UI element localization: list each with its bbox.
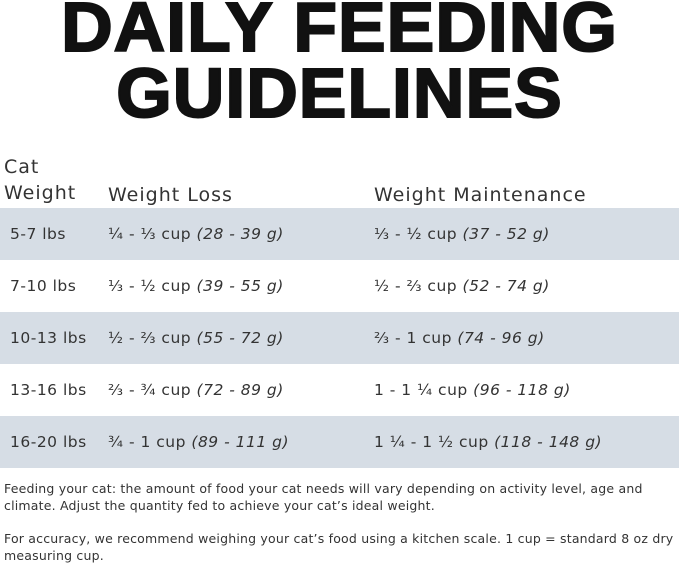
table: Cat Weight Weight Loss Weight Maintenance 5… — [0, 152, 679, 468]
cell: 1 ¼ - 1 ½ cup (118 - 148 g) — [374, 433, 679, 451]
gram-amount: (118 - 148 g) — [494, 433, 603, 451]
cup-amount: 1 ¼ - 1 ½ cup — [374, 433, 489, 451]
gram-amount: (37 - 52 g) — [462, 225, 550, 243]
cup-amount: ⅓ - ½ cup — [374, 225, 458, 243]
title: DAILY FEEDING GUIDELINES — [0, 0, 679, 132]
gram-amount: (96 - 118 g) — [473, 381, 571, 399]
cell: ⅓ - ½ cup (39 - 55 g) — [108, 277, 374, 295]
cup-amount: ⅓ - ½ cup — [108, 277, 192, 295]
cell: 10-13 lbs — [10, 329, 87, 347]
cup-amount: ½ - ⅔ cup — [108, 329, 192, 347]
cell: 7-10 lbs — [10, 277, 77, 295]
title-line: DAILY FEEDING — [60, 0, 618, 66]
gram-amount: (28 - 39 g) — [196, 225, 284, 243]
column-header: Weight Maintenance — [374, 184, 587, 206]
cup-amount: ¼ - ⅓ cup — [108, 225, 192, 243]
cell: 16-20 lbs — [10, 433, 87, 451]
cell: ½ - ⅔ cup (55 - 72 g) — [108, 329, 374, 347]
header-row: Cat Weight Weight Loss Weight Maintenance — [0, 152, 679, 208]
gram-amount: (72 - 89 g) — [196, 381, 284, 399]
table-row: 10-13 lbs ½ - ⅔ cup (55 - 72 g) ⅔ - 1 cup … — [0, 312, 679, 364]
gram-amount: (74 - 96 g) — [457, 329, 545, 347]
gram-amount: (89 - 111 g) — [191, 433, 290, 451]
cell: ⅔ - ¾ cup (72 - 89 g) — [108, 381, 374, 399]
cell: ⅔ - 1 cup (74 - 96 g) — [374, 329, 679, 347]
notes: Feeding your cat: the amount of food you… — [4, 480, 676, 580]
cell: ¾ - 1 cup (89 - 111 g) — [108, 433, 374, 451]
cup-amount: ⅔ - 1 cup — [374, 329, 452, 347]
gram-amount: (39 - 55 g) — [196, 277, 284, 295]
cell: 13-16 lbs — [10, 381, 87, 399]
table-row: 13-16 lbs ⅔ - ¾ cup (72 - 89 g) 1 - 1 ¼ cu… — [0, 364, 679, 416]
gram-amount: (55 - 72 g) — [196, 329, 284, 347]
cell: ¼ - ⅓ cup (28 - 39 g) — [108, 225, 374, 243]
table-row: 7-10 lbs ⅓ - ½ cup (39 - 55 g) ½ - ⅔ cup (… — [0, 260, 679, 312]
cell: 5-7 lbs — [10, 225, 66, 243]
column-header: Cat Weight — [4, 156, 77, 204]
table-row: 5-7 lbs ¼ - ⅓ cup (28 - 39 g) ⅓ - ½ cup (3… — [0, 208, 679, 260]
cell: ⅓ - ½ cup (37 - 52 g) — [374, 225, 679, 243]
note: Feeding your cat: the amount of food you… — [4, 481, 643, 513]
cell: ½ - ⅔ cup (52 - 74 g) — [374, 277, 679, 295]
gram-amount: (52 - 74 g) — [462, 277, 550, 295]
cup-amount: ⅔ - ¾ cup — [108, 381, 192, 399]
cup-amount: ½ - ⅔ cup — [374, 277, 458, 295]
page: DAILY FEEDING GUIDELINES Cat Weight Weigh… — [0, 0, 679, 564]
note: For accuracy, we recommend weighing your… — [4, 531, 674, 563]
table-row: 16-20 lbs ¾ - 1 cup (89 - 111 g) 1 ¼ - 1 ½… — [0, 416, 679, 468]
cup-amount: 1 - 1 ¼ cup — [374, 381, 468, 399]
cell: 1 - 1 ¼ cup (96 - 118 g) — [374, 381, 679, 399]
title-line: GUIDELINES — [115, 54, 563, 132]
cup-amount: ¾ - 1 cup — [108, 433, 186, 451]
column-header: Weight Loss — [108, 184, 233, 206]
